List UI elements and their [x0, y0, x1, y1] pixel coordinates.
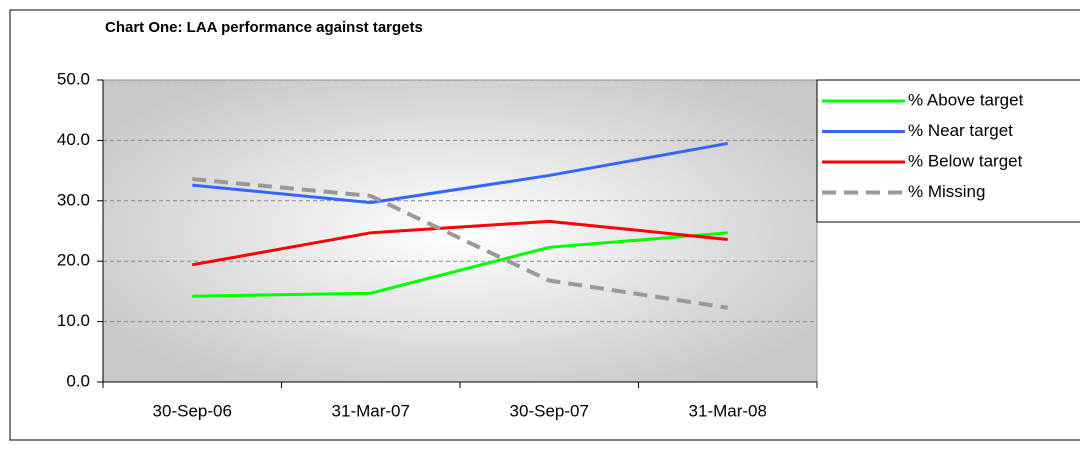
y-tick-label: 40.0: [57, 130, 90, 149]
y-tick-label: 50.0: [57, 69, 90, 88]
chart-title: Chart One: LAA performance against targe…: [105, 19, 423, 36]
y-tick-label: 30.0: [57, 190, 90, 209]
x-tick-label: 31-Mar-08: [689, 401, 767, 420]
series-line: [192, 231, 728, 298]
series-line: [192, 177, 729, 310]
legend-label: % Above target: [908, 90, 1024, 109]
legend-box: [816, 79, 1080, 223]
legend-label: % Near target: [908, 121, 1013, 140]
y-tick-label: 0.0: [66, 371, 90, 390]
plot-area: [102, 79, 818, 383]
y-tick-label: 10.0: [57, 311, 90, 330]
x-tick-label: 30-Sep-07: [510, 401, 589, 420]
legend-label: % Below target: [908, 151, 1023, 170]
x-tick-label: 30-Sep-06: [153, 401, 232, 420]
y-tick-label: 20.0: [57, 251, 90, 270]
series-line: [192, 141, 729, 205]
legend-label: % Missing: [908, 182, 985, 201]
x-tick-label: 31-Mar-07: [332, 401, 410, 420]
series-line: [191, 219, 728, 267]
